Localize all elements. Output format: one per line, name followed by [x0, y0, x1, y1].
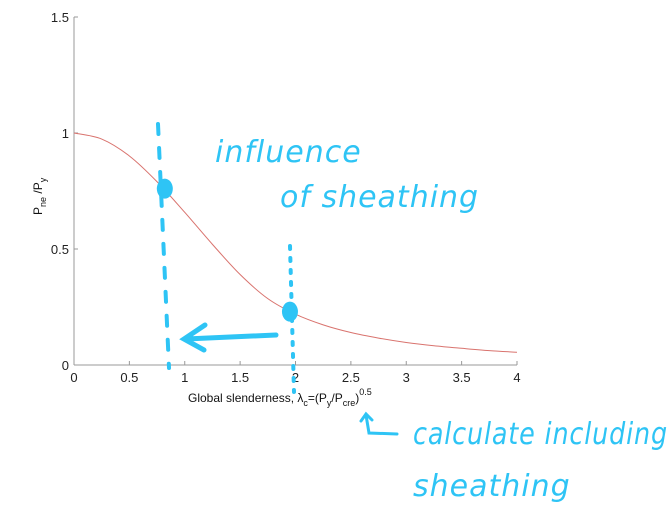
dashed-line-with-sheathing: [156, 122, 171, 370]
x-tick-label: 4: [513, 370, 520, 385]
markers: [156, 178, 298, 322]
note-influence-line1: influence: [215, 135, 362, 170]
note-influence-line2: of sheathing: [280, 180, 479, 215]
x-tick-label: 2.5: [342, 370, 360, 385]
up-arrow-to-label: [359, 411, 399, 436]
y-ticks: 0 0.5 1 1.5: [51, 10, 78, 373]
y-tick-label: 0.5: [51, 242, 69, 257]
note-calculate-line2: sheathing: [413, 469, 571, 504]
x-tick-label: 1: [181, 370, 188, 385]
x-tick-label: 3.5: [453, 370, 471, 385]
y-tick-label: 1: [62, 126, 69, 141]
left-arrow: [179, 322, 279, 353]
note-calculate-line1: calculate including: [413, 417, 668, 452]
marker-point: [156, 178, 173, 199]
y-tick-label: 1.5: [51, 10, 69, 25]
x-tick-label: 3: [403, 370, 410, 385]
x-axis-label: Global slenderness, λc=(Py/Pcre)0.5: [188, 387, 372, 408]
x-tick-label: 0.5: [120, 370, 138, 385]
y-tick-label: 0: [62, 358, 69, 373]
x-tick-label: 1.5: [231, 370, 249, 385]
x-tick-label: 0: [70, 370, 77, 385]
y-axis-label: Pne /Py: [31, 177, 48, 215]
marker-point: [281, 301, 298, 322]
